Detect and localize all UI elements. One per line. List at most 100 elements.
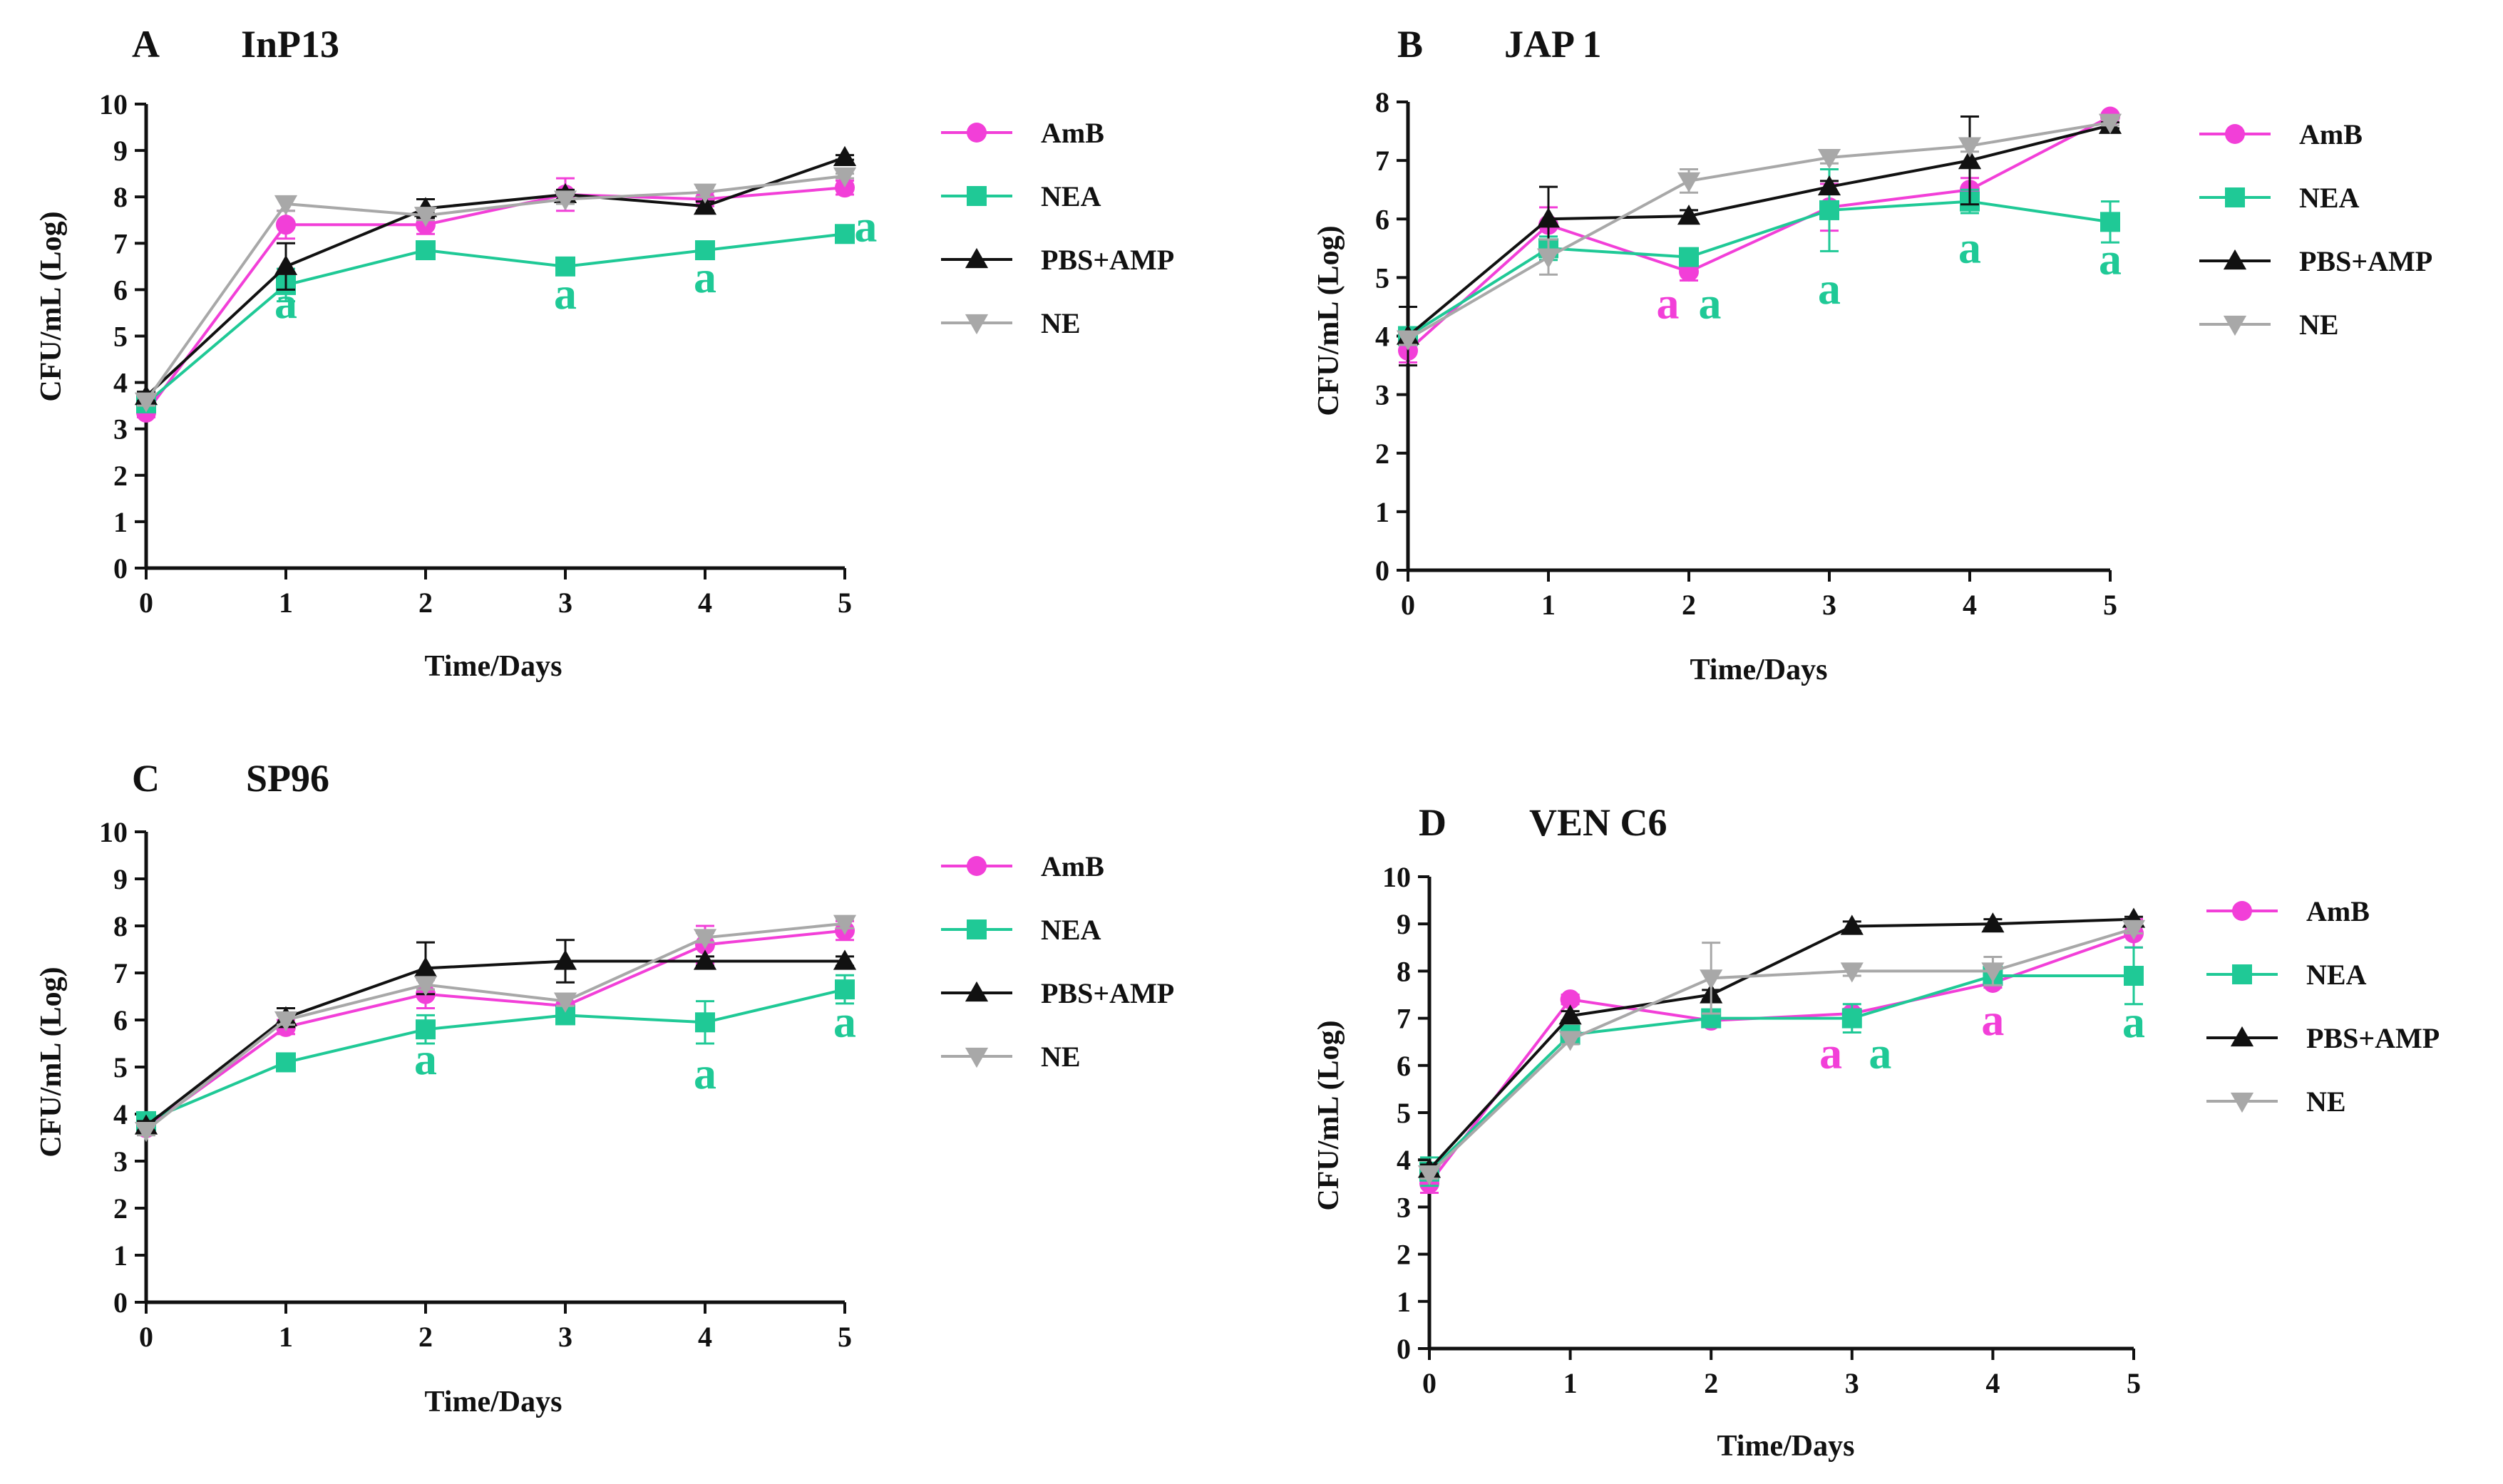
panel-a: A InP13 CFU/mL (Log) Time/Days 0 1 2 3 4 5 6 7 8… xyxy=(35,23,1174,683)
significance-label: a xyxy=(1699,277,1722,328)
series-NE xyxy=(1396,113,2122,351)
y-tick-label: 5 xyxy=(1397,1097,1411,1129)
x-tick-label: 4 xyxy=(698,587,712,619)
y-tick-label: 7 xyxy=(1375,145,1389,177)
significance-label: a xyxy=(1869,1027,1891,1078)
data-point xyxy=(413,957,438,977)
y-tick-label: 5 xyxy=(113,321,128,353)
panel-b-letter: B xyxy=(1397,23,1423,66)
data-point xyxy=(1958,149,1982,170)
legend-marker xyxy=(967,856,987,876)
legend-marker xyxy=(967,919,987,939)
y-tick-label: 4 xyxy=(113,367,128,399)
legend-label: NEA xyxy=(2306,959,2367,991)
data-point xyxy=(2124,966,2144,986)
y-tick-label: 2 xyxy=(1397,1239,1411,1271)
y-tick-label: 8 xyxy=(113,910,128,942)
x-tick-label: 3 xyxy=(558,587,572,619)
series-line xyxy=(1428,927,2134,1175)
data-point xyxy=(693,929,717,949)
legend-item: NEA xyxy=(2206,959,2367,991)
significance-label: a xyxy=(274,277,297,328)
x-tick-label: 0 xyxy=(139,1321,153,1353)
data-point xyxy=(553,949,577,970)
x-tick-label: 2 xyxy=(1682,589,1696,621)
panel-c-xlabel: Time/Days xyxy=(425,1386,562,1418)
data-point xyxy=(1817,148,1841,170)
legend-marker xyxy=(2230,1026,2254,1047)
series-line xyxy=(145,922,846,1132)
panel-c: C SP96 CFU/mL (Log) Time/Days 0 1 2 3 4 5 6 7 8 9… xyxy=(35,757,1174,1418)
legend-marker xyxy=(965,1047,989,1068)
data-point xyxy=(1819,200,1839,220)
significance-label: a xyxy=(833,996,856,1046)
data-point xyxy=(553,190,577,211)
x-tick-label: 5 xyxy=(838,1321,852,1353)
y-tick-label: 10 xyxy=(99,816,128,848)
legend-item: PBS+AMP xyxy=(2199,245,2432,277)
data-point xyxy=(134,392,158,413)
panel-b-title: JAP 1 xyxy=(1504,23,1602,66)
y-tick-label: 0 xyxy=(1375,555,1389,587)
x-tick-label: 4 xyxy=(698,1321,712,1353)
legend-item: AmB xyxy=(941,850,1104,882)
y-tick-label: 3 xyxy=(113,413,128,445)
y-tick-label: 8 xyxy=(1375,86,1389,118)
data-point xyxy=(134,1122,158,1143)
legend-label: NEA xyxy=(1041,914,1101,946)
x-tick-label: 2 xyxy=(1704,1367,1718,1399)
x-tick-label: 1 xyxy=(1563,1367,1578,1399)
series-NEA xyxy=(136,224,855,413)
data-point xyxy=(693,949,717,970)
series-line xyxy=(145,232,846,405)
legend-label: NEA xyxy=(1041,180,1101,212)
x-tick-label: 1 xyxy=(279,1321,293,1353)
y-tick-label: 4 xyxy=(1375,321,1389,353)
x-tick-label: 2 xyxy=(418,1321,433,1353)
x-tick-label: 0 xyxy=(139,587,153,619)
legend-marker xyxy=(965,247,989,269)
legend-label: PBS+AMP xyxy=(2306,1022,2440,1054)
data-point xyxy=(276,215,296,235)
data-point xyxy=(553,992,577,1013)
legend-item: PBS+AMP xyxy=(941,977,1174,1009)
data-point xyxy=(1958,137,1982,158)
significance-label: a xyxy=(2122,996,2145,1047)
legend-marker xyxy=(2225,124,2245,144)
legend-item: AmB xyxy=(2206,895,2370,927)
data-point xyxy=(1840,914,1864,935)
panel-c-ylabel: CFU/mL (Log) xyxy=(35,967,68,1157)
data-point xyxy=(835,177,855,198)
significance-label: a xyxy=(694,1048,716,1098)
legend-label: AmB xyxy=(2299,118,2363,150)
x-tick-label: 3 xyxy=(1845,1367,1859,1399)
y-tick-label: 8 xyxy=(113,181,128,213)
data-point xyxy=(1981,962,2005,983)
legend-marker xyxy=(967,123,987,143)
legend-marker xyxy=(965,314,989,335)
data-point xyxy=(2100,212,2120,232)
series-NE xyxy=(134,167,857,413)
x-tick-label: 0 xyxy=(1422,1367,1436,1399)
legend-label: NEA xyxy=(2299,182,2360,214)
y-tick-label: 6 xyxy=(1375,203,1389,235)
panel-a-letter: A xyxy=(132,23,160,66)
legend: AmB NEA PBS+AMP NE xyxy=(941,850,1174,1073)
x-tick-label: 1 xyxy=(279,587,293,619)
significance-label: a xyxy=(1958,222,1981,272)
legend-item: AmB xyxy=(941,117,1104,149)
series-NE xyxy=(1417,919,2146,1186)
panel-b: B JAP 1 CFU/mL (Log) Time/Days 0 1 2 3 4 5 6 7 8… xyxy=(1312,23,2432,686)
data-point xyxy=(1560,989,1581,1010)
legend: AmB NEA PBS+AMP NE xyxy=(2206,895,2440,1118)
y-tick-label: 5 xyxy=(1375,262,1389,294)
data-point xyxy=(2122,919,2146,940)
data-point xyxy=(1981,912,2005,933)
legend-item: NEA xyxy=(2199,182,2360,214)
data-point xyxy=(1558,1004,1582,1025)
y-tick-label: 9 xyxy=(113,135,128,167)
legend: AmB NEA PBS+AMP NE xyxy=(941,117,1174,339)
data-point xyxy=(1536,207,1561,228)
data-point xyxy=(1841,1008,1862,1029)
